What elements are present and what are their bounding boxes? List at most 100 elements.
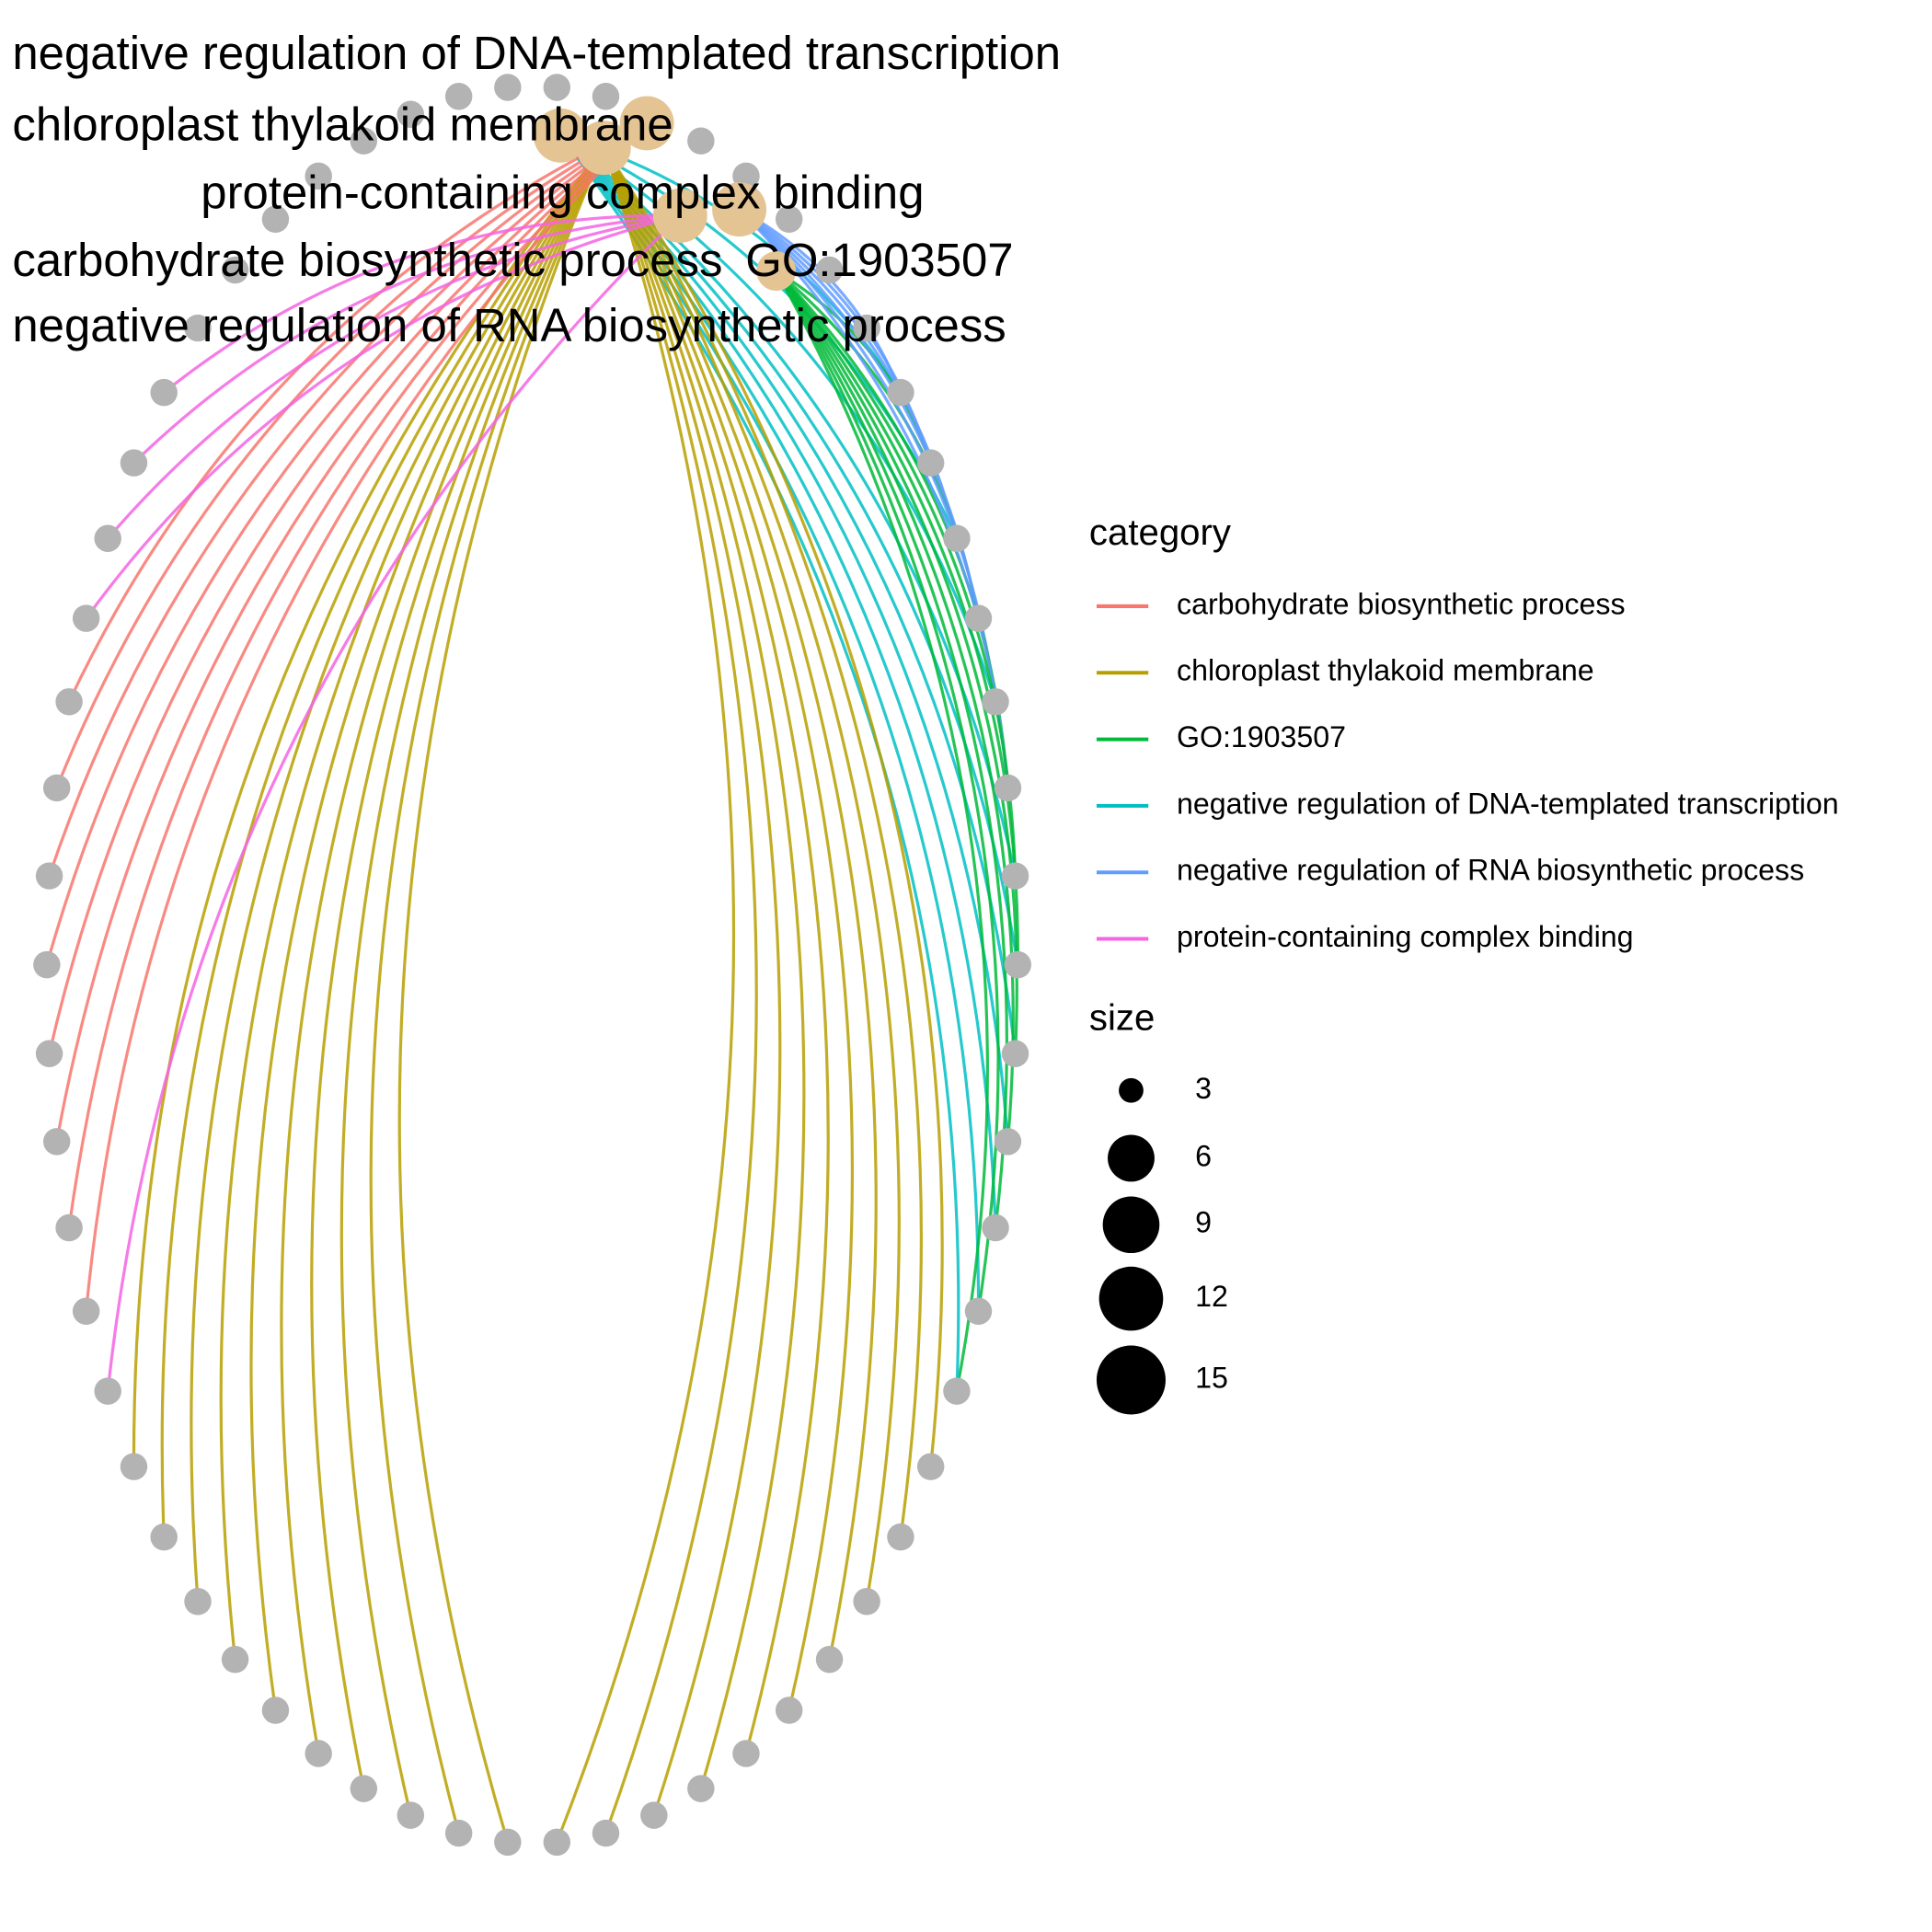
- edge: [163, 213, 681, 394]
- edge: [132, 213, 681, 465]
- gene-node: [261, 1696, 290, 1724]
- edge: [775, 270, 1015, 1143]
- edge: [45, 121, 649, 966]
- edge: [775, 270, 1018, 1054]
- edge: [775, 270, 1000, 1312]
- gene-node: [221, 1646, 249, 1673]
- gene-node: [982, 688, 1009, 716]
- edge: [48, 121, 649, 1054]
- gene-node: [982, 1213, 1009, 1242]
- size-key: [1096, 1345, 1166, 1415]
- legend: category size carbohydrate biosynthetic …: [1089, 512, 1839, 1415]
- edge: [219, 146, 605, 1660]
- edge: [67, 121, 649, 1228]
- gene-node: [444, 83, 473, 110]
- gene-node: [732, 1740, 760, 1767]
- legend-label: chloroplast thylakoid membrane: [1177, 654, 1594, 687]
- gene-node: [397, 1801, 425, 1829]
- edge: [280, 146, 605, 1754]
- edge: [48, 121, 648, 877]
- gene-node: [120, 1453, 148, 1480]
- edge: [106, 213, 681, 540]
- edge: [55, 121, 649, 1143]
- gene-node: [592, 1819, 620, 1847]
- edge: [555, 147, 736, 1843]
- gene-node: [592, 83, 620, 110]
- gene-node: [120, 449, 148, 477]
- edge: [106, 214, 682, 1392]
- gene-node: [916, 1453, 945, 1480]
- edge: [132, 146, 605, 1467]
- gene-node: [184, 1588, 212, 1616]
- edge: [602, 147, 830, 1754]
- gene-node: [775, 205, 803, 234]
- edge: [775, 270, 989, 1392]
- node-label: chloroplast thylakoid membrane: [12, 98, 673, 151]
- gene-node: [887, 1523, 914, 1551]
- category-nodes: [533, 96, 797, 292]
- gene-node: [815, 1646, 844, 1673]
- gene-node: [815, 256, 844, 284]
- gene-node: [494, 1828, 522, 1857]
- gene-node: [853, 1588, 880, 1616]
- edge: [369, 147, 605, 1834]
- gene-node: [94, 1377, 121, 1405]
- size-key: [1098, 1266, 1164, 1331]
- gene-node: [994, 1128, 1022, 1156]
- edge: [775, 270, 1009, 1228]
- legend-label: negative regulation of DNA-templated tra…: [1177, 787, 1839, 820]
- gene-node: [543, 1828, 571, 1857]
- category-node: [576, 121, 631, 176]
- node-label: carbohydrate biosynthetic process: [12, 234, 722, 286]
- gene-node: [994, 774, 1022, 802]
- gene-node: [72, 604, 100, 632]
- gene-node: [55, 688, 83, 716]
- category-node: [756, 251, 797, 292]
- gene-node: [35, 1040, 63, 1067]
- gene-node: [42, 1128, 71, 1156]
- node-labels: negative regulation of DNA-templated tra…: [12, 27, 1061, 351]
- gene-node: [1004, 950, 1031, 979]
- category-node: [619, 96, 674, 151]
- edge: [602, 147, 806, 1789]
- category-node: [652, 188, 707, 243]
- size-label: 15: [1195, 1361, 1228, 1394]
- edge: [602, 147, 758, 1834]
- gene-node: [687, 1775, 715, 1802]
- size-label: 6: [1195, 1139, 1212, 1172]
- category-node: [533, 108, 588, 163]
- gene-node: [150, 378, 178, 407]
- edge: [160, 146, 605, 1537]
- gene-node: [305, 162, 332, 190]
- gene-node: [687, 127, 715, 155]
- gene-node: [494, 74, 522, 101]
- edge: [85, 213, 681, 620]
- node-label: GO:1903507: [745, 234, 1013, 286]
- gene-node: [775, 1696, 803, 1724]
- legend-label: carbohydrate biosynthetic process: [1177, 587, 1626, 620]
- edge: [602, 146, 854, 1711]
- gene-node: [943, 524, 971, 552]
- gene-node: [72, 1297, 100, 1325]
- edges: [45, 121, 1019, 1843]
- gene-node: [261, 205, 290, 234]
- size-key: [1102, 1196, 1160, 1254]
- legend-title: size: [1089, 997, 1155, 1039]
- legend-label: negative regulation of RNA biosynthetic …: [1177, 854, 1804, 887]
- gene-node: [35, 862, 63, 890]
- edge: [775, 270, 1019, 965]
- gene-node: [444, 1819, 473, 1847]
- gene-node: [184, 314, 212, 342]
- size-label: 9: [1195, 1206, 1212, 1239]
- gene-node: [397, 100, 425, 128]
- edge: [602, 146, 923, 1537]
- gene-node: [943, 1377, 971, 1405]
- legend-label: GO:1903507: [1177, 720, 1346, 753]
- gene-node: [1001, 1040, 1029, 1067]
- node-label: protein-containing complex binding: [201, 166, 924, 218]
- gene-node: [305, 1740, 332, 1767]
- edge: [602, 147, 782, 1816]
- size-label: 12: [1195, 1280, 1228, 1313]
